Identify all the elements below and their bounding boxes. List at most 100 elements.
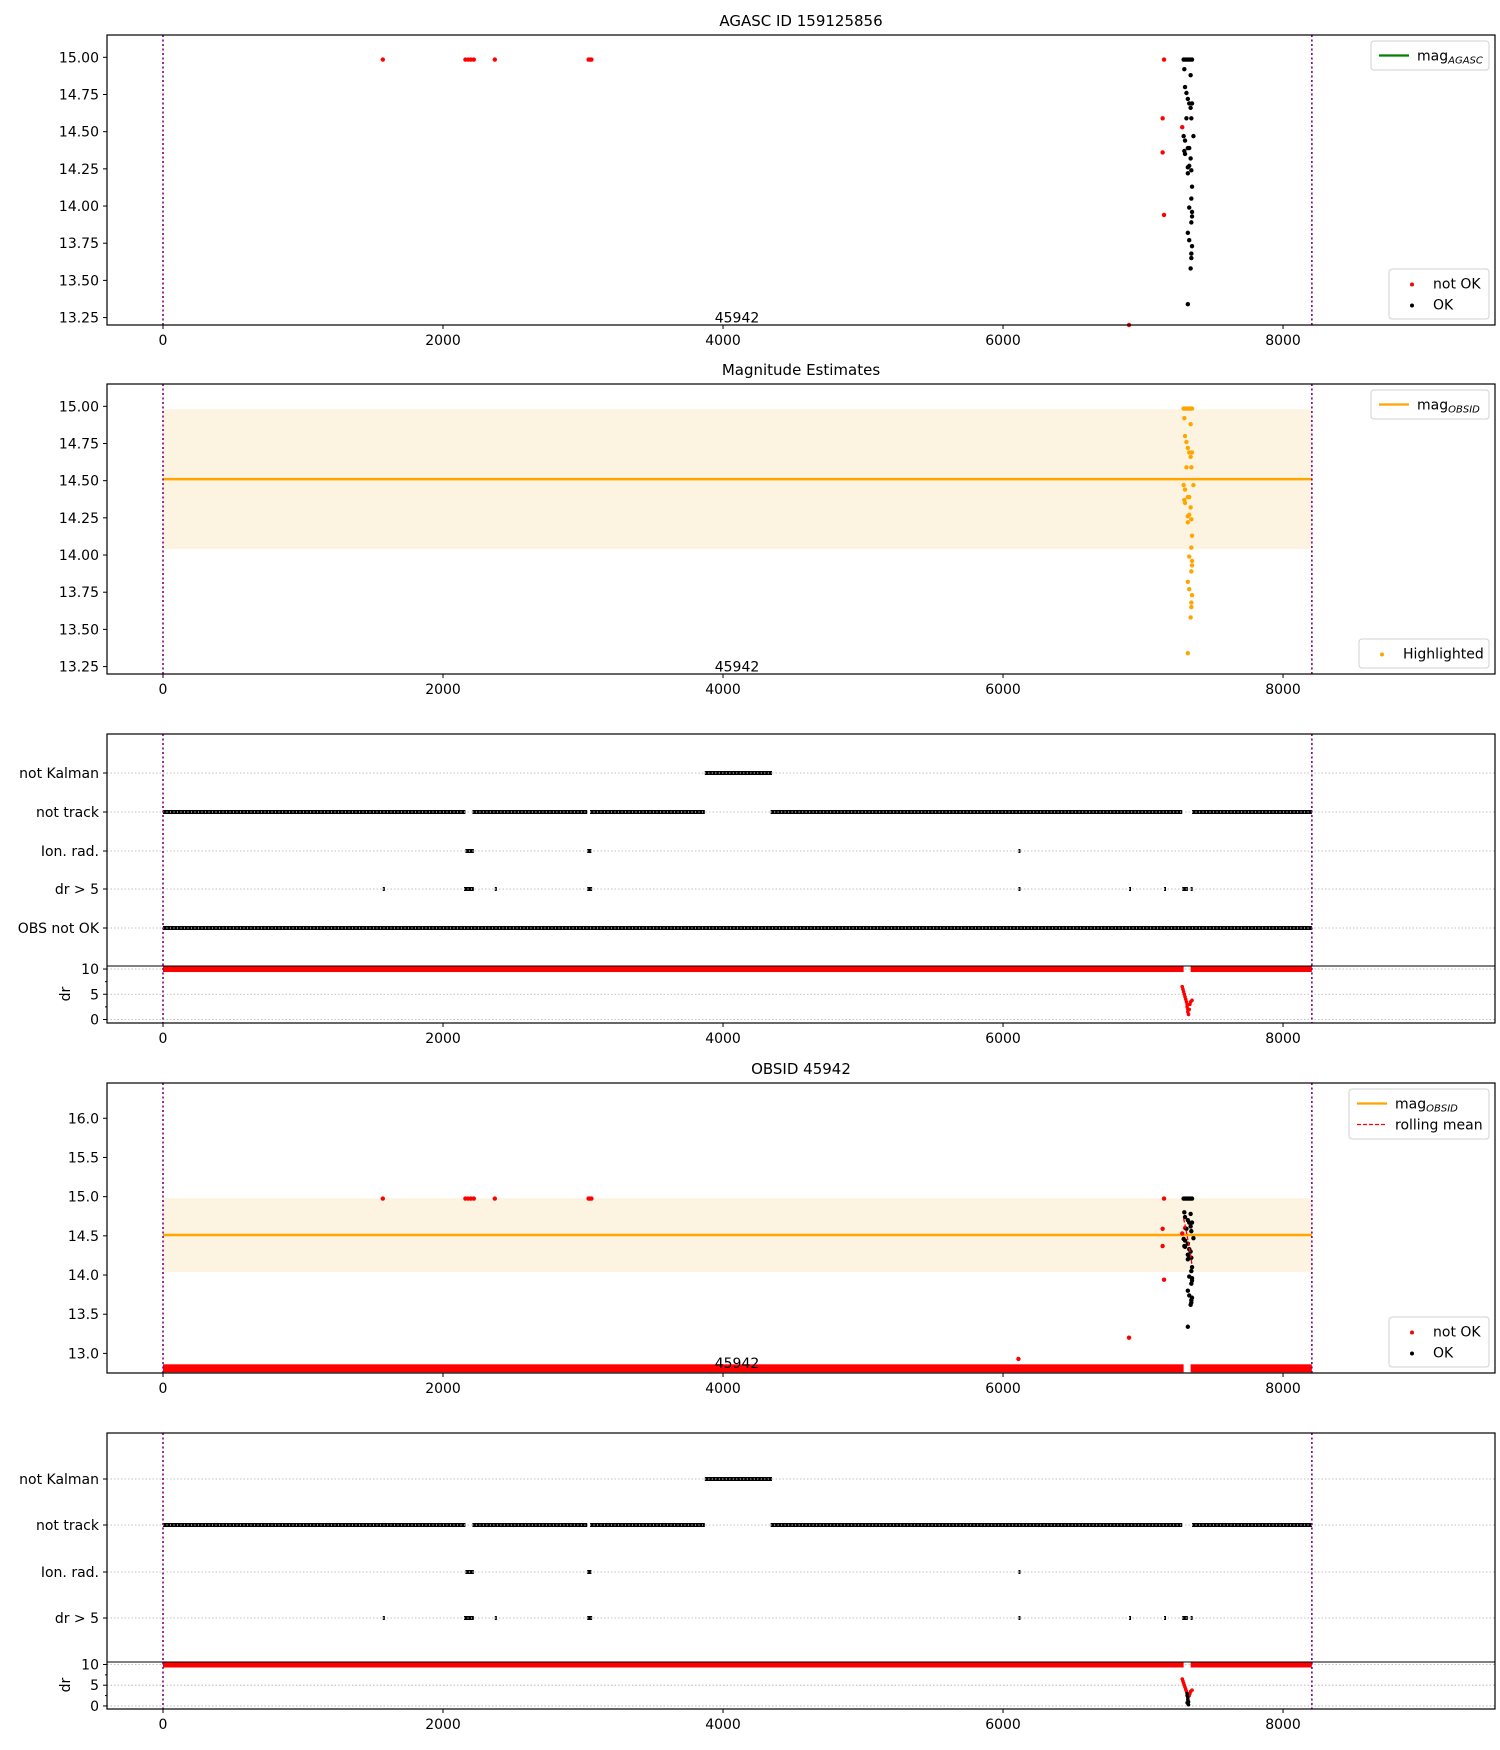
axes-frame <box>106 1432 1496 1710</box>
data-point <box>1189 116 1194 121</box>
data-point <box>1189 1228 1194 1234</box>
legend-label-text: mag <box>1395 1097 1426 1113</box>
legend-label-text: OK <box>1433 298 1454 314</box>
data-point <box>1182 84 1188 90</box>
x-tick-label: 2000 <box>425 1381 461 1397</box>
row-label: not Kalman <box>19 766 99 782</box>
legend-frame <box>1370 40 1490 71</box>
y-tick-label: 13.25 <box>59 311 99 327</box>
data-point <box>1188 1302 1193 1308</box>
legend-bottom: Highlighted <box>1358 638 1490 669</box>
data-point <box>1182 433 1188 439</box>
data-point <box>1187 238 1192 243</box>
data-point <box>1189 533 1195 538</box>
data-point <box>1188 72 1193 78</box>
data-point <box>1189 450 1195 455</box>
flag-segment <box>770 810 1183 814</box>
floor-band <box>1190 1364 1312 1373</box>
data-point <box>1016 1356 1021 1362</box>
chart-flags1: not Kalman not track Ion. rad. dr > 5 OBS no… <box>18 733 1496 1047</box>
row-label: Ion. rad. <box>41 1565 99 1581</box>
data-point <box>1185 520 1191 525</box>
row-label: Ion. rad. <box>41 844 99 860</box>
flag-segment <box>587 887 593 891</box>
flag-segment <box>472 810 588 814</box>
legend-label: magOBSID <box>1417 398 1480 416</box>
y-tick-label: 15.5 <box>68 1150 99 1166</box>
data-point <box>1189 243 1195 249</box>
y-tick-label: 14.25 <box>59 511 99 527</box>
legend-bottom: not OK OK <box>1388 1316 1490 1368</box>
row-label: OBS not OK <box>18 921 100 937</box>
data-point <box>1184 465 1189 470</box>
data-point <box>1189 600 1194 605</box>
data-point <box>1189 196 1194 201</box>
x-tick-label: 8000 <box>1265 333 1301 349</box>
legend-label: not OK <box>1433 277 1481 293</box>
data-point <box>1182 487 1188 492</box>
data-point <box>1160 1226 1165 1231</box>
x-tick-label: 0 <box>159 682 168 698</box>
data-point <box>1191 133 1196 139</box>
chart-title: AGASC ID 159125856 <box>719 12 882 30</box>
y-tick-label: 14.50 <box>59 125 99 141</box>
dr-high-band <box>1190 1661 1312 1668</box>
legend-label-subscript: OBSID <box>1448 405 1480 416</box>
data-point <box>1185 1288 1191 1293</box>
data-point <box>1191 1235 1196 1241</box>
data-point <box>1181 133 1186 139</box>
legend-label-text: not OK <box>1433 277 1481 293</box>
data-point <box>1184 90 1189 96</box>
data-point <box>589 1196 594 1201</box>
y-tick-label: 14.00 <box>59 199 99 215</box>
legend-dot-swatch <box>1410 1330 1414 1335</box>
chart-title: OBSID 45942 <box>751 1060 851 1078</box>
legend-frame <box>1358 638 1490 669</box>
data-point <box>471 57 477 62</box>
legend-label-text: not OK <box>1433 1325 1481 1341</box>
row-label: dr > 5 <box>55 882 99 898</box>
x-tick-label: 8000 <box>1265 682 1301 698</box>
data-point <box>1189 545 1194 550</box>
x-tick-label: 0 <box>159 1381 168 1397</box>
data-point <box>1188 156 1193 161</box>
data-point <box>1185 1257 1191 1262</box>
x-tick-label: 0 <box>159 333 168 349</box>
x-tick-label: 4000 <box>705 333 741 349</box>
flag-segment <box>1182 1616 1188 1620</box>
data-point <box>1182 67 1187 72</box>
data-point <box>1185 96 1191 102</box>
flag-segment <box>770 1523 1183 1527</box>
y-tick-label: 14.25 <box>59 162 99 178</box>
y-tick-label: 14.0 <box>68 1268 99 1284</box>
dr-point <box>1185 1002 1189 1007</box>
legend-label: OK <box>1433 298 1454 314</box>
flag-segment <box>587 849 592 853</box>
data-point <box>1187 554 1192 559</box>
legend-label: magOBSID <box>1395 1097 1458 1115</box>
chart-agasc: AGASC ID 159125856 15.00 14.75 14.50 14.25 14… <box>59 12 1496 349</box>
dr-tick-label: 0 <box>90 1012 99 1028</box>
legend-dot-swatch <box>1380 652 1384 657</box>
x-tick-label: 6000 <box>985 1031 1021 1047</box>
flag-segment <box>464 1616 474 1620</box>
data-point <box>1161 212 1167 218</box>
x-tick-label: 4000 <box>705 1031 741 1047</box>
y-tick-label: 14.75 <box>59 87 99 103</box>
row-label: not track <box>36 1518 100 1534</box>
data-point <box>1189 1268 1194 1274</box>
data-point <box>1185 1324 1191 1329</box>
x-tick-label: 8000 <box>1265 1031 1301 1047</box>
legend-frame <box>1388 268 1490 320</box>
data-point <box>1189 57 1195 62</box>
data-point <box>1189 184 1195 189</box>
data-point <box>1189 168 1194 173</box>
dr-tick-label: 10 <box>81 1657 99 1673</box>
data-point <box>1187 145 1192 151</box>
data-point <box>471 1196 477 1201</box>
flag-segment <box>472 1523 588 1527</box>
data-point <box>1187 205 1192 210</box>
data-point <box>1189 563 1195 568</box>
y-tick-label: 15.00 <box>59 399 99 415</box>
dr-tick-label: 5 <box>90 1678 99 1694</box>
